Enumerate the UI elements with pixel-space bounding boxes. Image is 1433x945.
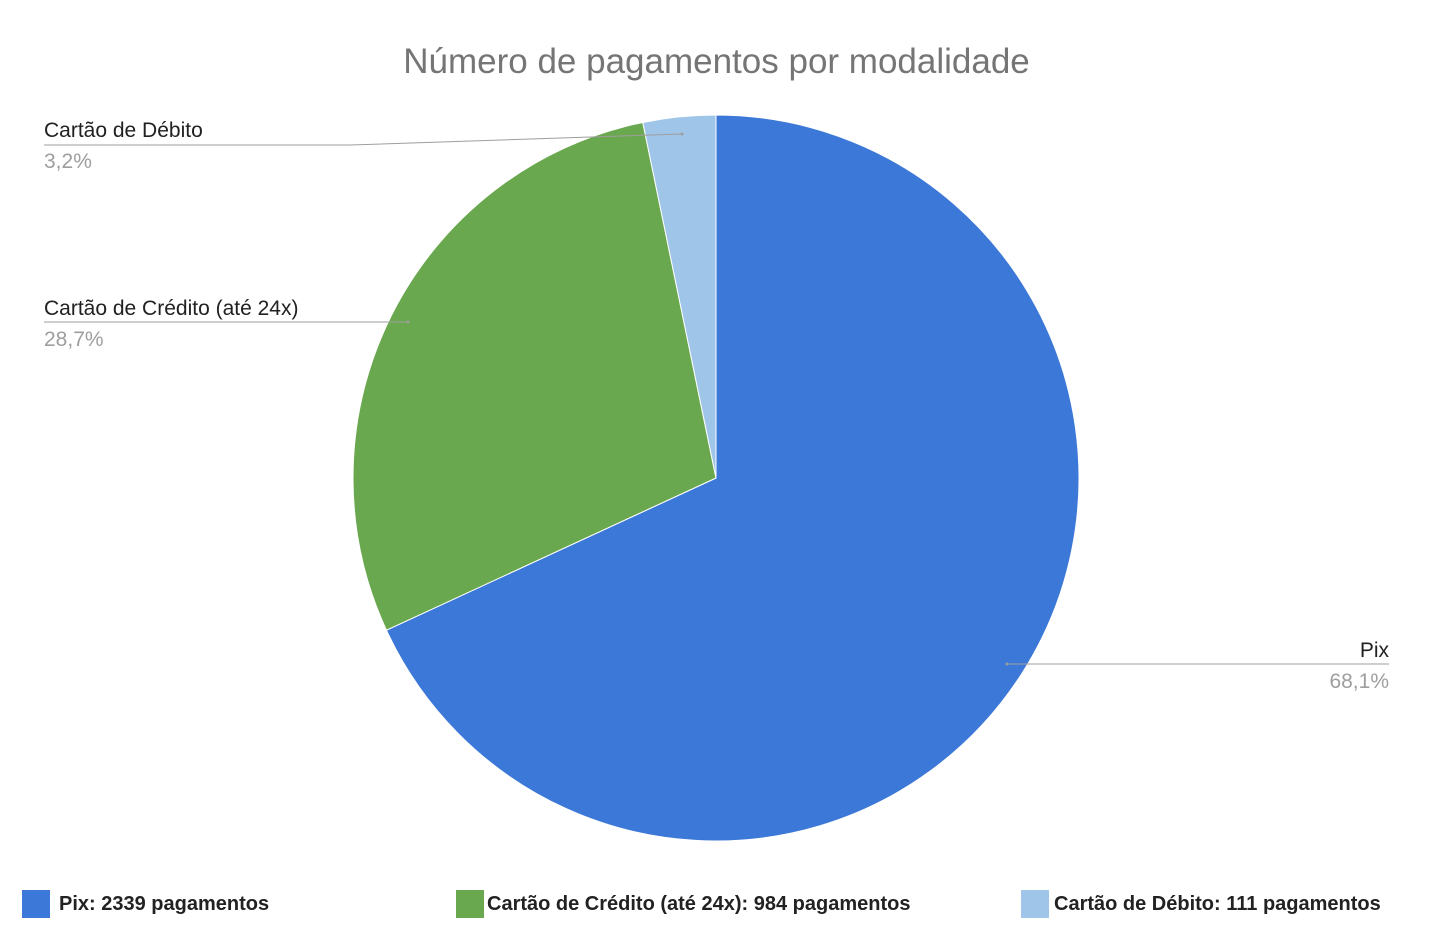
- slice-label-percent-2: 28,7%: [44, 328, 104, 351]
- pie-slices: [352, 114, 1080, 842]
- pie-slice-1[interactable]: [385, 114, 1080, 842]
- leader-dot-2: [406, 320, 410, 324]
- slice-label-name-3: Cartão de Débito: [44, 119, 203, 142]
- slice-label-percent-3: 3,2%: [44, 150, 92, 173]
- legend-swatch-2: [456, 890, 484, 918]
- legend-label-3[interactable]: Cartão de Débito: 111 pagamentos: [1054, 893, 1381, 915]
- slice-label-name-1: Pix: [1360, 639, 1390, 662]
- leader-dot-1: [1005, 662, 1009, 666]
- legend-swatch-3: [1021, 890, 1049, 918]
- leader-line-3: [44, 133, 683, 146]
- chart-title: Número de pagamentos por modalidade: [403, 42, 1030, 81]
- pie-slice-3[interactable]: [642, 114, 717, 479]
- slice-label-name-2: Cartão de Crédito (até 24x): [44, 297, 298, 320]
- legend-label-2[interactable]: Cartão de Crédito (até 24x): 984 pagamen…: [487, 893, 910, 915]
- leader-dot-3: [680, 132, 684, 136]
- slice-label-percent-1: 68,1%: [1329, 670, 1389, 693]
- legend-swatch-1: [22, 890, 50, 918]
- legend-label-1[interactable]: Pix: 2339 pagamentos: [59, 893, 269, 915]
- slice-labels: Pix 68,1% Cartão de Crédito (até 24x) 28,7%…: [44, 119, 1389, 693]
- legend: Pix: 2339 pagamentos Cartão de Crédito (a…: [22, 890, 1381, 918]
- pie-slice-2[interactable]: [352, 121, 717, 631]
